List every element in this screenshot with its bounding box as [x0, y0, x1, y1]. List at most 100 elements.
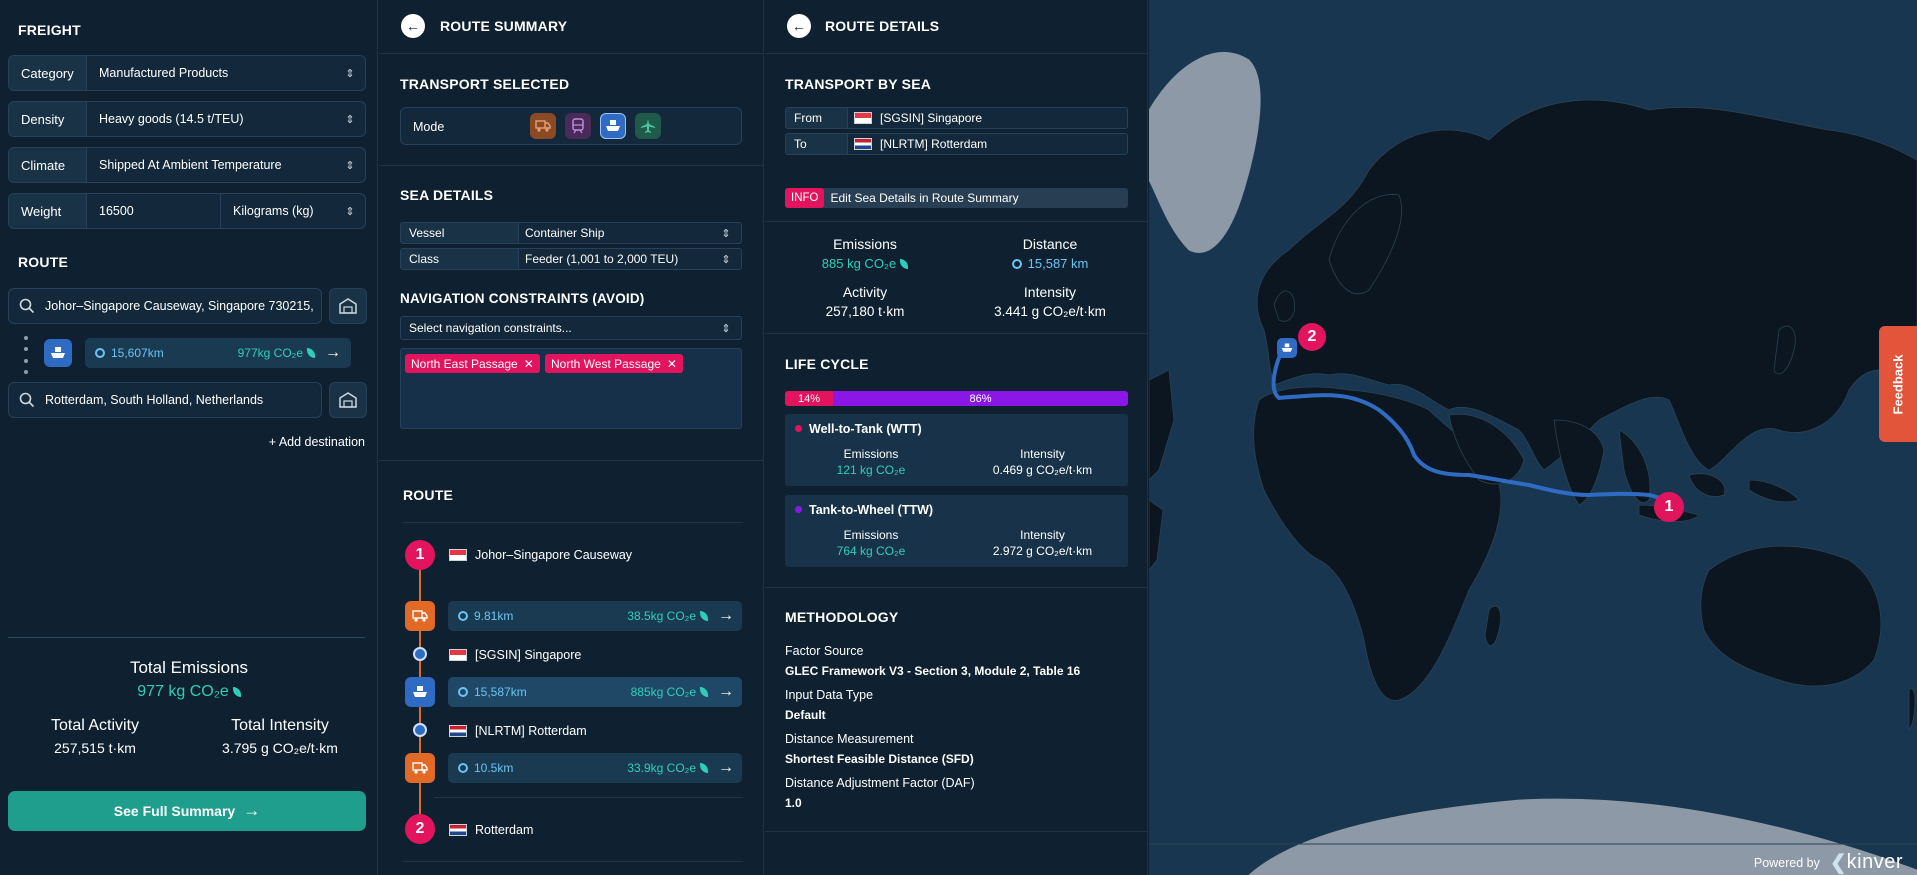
origin-input[interactable]: Johor–Singapore Causeway, Singapore 7302…	[8, 288, 322, 324]
from-label: From	[786, 108, 848, 128]
singapore-flag-icon	[449, 649, 467, 661]
add-destination-link[interactable]: + Add destination	[268, 435, 365, 449]
wtt-segment: 14%	[785, 391, 834, 406]
air-mode-button[interactable]	[635, 113, 661, 139]
ship-icon	[606, 120, 620, 131]
wtt-intensity-label: Intensity	[1020, 447, 1065, 461]
leaf-icon	[700, 687, 708, 697]
map-marker-2[interactable]: 2	[1298, 323, 1326, 351]
route-leg-truck-1[interactable]: 9.81km 38.5kg CO₂e →	[448, 601, 742, 631]
activity-label: Activity	[842, 284, 888, 300]
distance-icon	[1011, 259, 1022, 269]
mode-selector: Mode	[400, 107, 742, 145]
class-select[interactable]: Class Feeder (1,001 to 2,000 TEU) ⇕	[400, 248, 742, 270]
feedback-tab[interactable]: Feedback	[1879, 326, 1917, 442]
stop-singapore-port: [SGSIN] Singapore	[449, 648, 581, 662]
total-emissions-text: 977 kg CO₂e	[137, 683, 229, 700]
route-leg-sea[interactable]: 15,607km 977kg CO₂e →	[85, 338, 351, 368]
leaf-icon	[232, 687, 241, 697]
arrow-right-icon: →	[243, 801, 261, 820]
stop-sg-text: [SGSIN] Singapore	[475, 648, 582, 662]
wtt-emissions-value: 121 kg CO₂e	[836, 463, 906, 477]
ship-marker-icon[interactable]	[1277, 338, 1297, 358]
see-full-summary-button[interactable]: See Full Summary →	[8, 791, 366, 831]
rail-mode-button[interactable]	[565, 113, 591, 139]
freight-title: FREIGHT	[18, 22, 81, 38]
daf-label: Distance Adjustment Factor (DAF)	[785, 776, 975, 790]
navigation-constraints-select[interactable]: Select navigation constraints... ⇕	[400, 316, 742, 340]
climate-select[interactable]: Climate Shipped At Ambient Temperature ⇕	[8, 147, 366, 183]
route-map[interactable]: 2 1 Feedback Powered by ❮ kinver	[1148, 0, 1917, 875]
warehouse-icon	[339, 298, 357, 314]
waypoint-dot	[413, 723, 427, 737]
divider	[434, 797, 743, 798]
stop-origin-text: Johor–Singapore Causeway	[475, 548, 633, 562]
category-select[interactable]: Category Manufactured Products ⇕	[8, 55, 366, 91]
sea-mode-button[interactable]	[600, 113, 626, 139]
divider	[765, 831, 1147, 832]
destination-input[interactable]: Rotterdam, South Holland, Netherlands	[8, 382, 322, 418]
stop-destination-text: Rotterdam	[475, 823, 534, 837]
truck-mode-button[interactable]	[530, 113, 556, 139]
arrow-right-icon: →	[325, 344, 341, 361]
back-button[interactable]: ←	[787, 14, 811, 38]
constraint-tag-north-west[interactable]: North West Passage ✕	[545, 354, 683, 373]
wtt-emissions-label: Emissions	[843, 447, 899, 461]
route-leg-sea-summary[interactable]: 15,587km 885kg CO₂e →	[448, 677, 742, 707]
freight-panel: FREIGHT Category Manufactured Products ⇕…	[0, 0, 378, 875]
weight-input[interactable]: 16500	[87, 194, 221, 228]
total-intensity-value: 3.795 g CO₂e/t·km	[222, 740, 338, 756]
weight-row: Weight 16500 Kilograms (kg) ⇕	[8, 193, 366, 229]
vessel-value: Container Ship	[525, 226, 605, 240]
route-details-title: ROUTE DETAILS	[825, 18, 940, 34]
vessel-label: Vessel	[401, 223, 519, 243]
navigation-constraints-title: NAVIGATION CONSTRAINTS (AVOID)	[400, 291, 645, 306]
chevron-updown-icon: ⇕	[721, 253, 731, 266]
destination-text: Rotterdam, South Holland, Netherlands	[45, 393, 264, 407]
vessel-select[interactable]: Vessel Container Ship ⇕	[400, 222, 742, 244]
arrow-right-icon: →	[718, 683, 734, 700]
constraint-tag-north-east[interactable]: North East Passage ✕	[405, 354, 540, 373]
drag-handle-icon[interactable]	[24, 336, 28, 374]
emissions-value: 885 kg CO₂e	[775, 256, 955, 271]
mode-label: Mode	[413, 120, 445, 134]
factor-source-value: GLEC Framework V3 - Section 3, Module 2,…	[785, 664, 1081, 678]
close-icon[interactable]: ✕	[666, 356, 677, 371]
route-title: ROUTE	[18, 254, 68, 270]
navigation-placeholder: Select navigation constraints...	[409, 321, 572, 335]
wtt-card: Well-to-Tank (WTT) Emissions 121 kg CO₂e…	[785, 414, 1128, 486]
map-marker-1[interactable]: 1	[1654, 492, 1684, 522]
back-button[interactable]: ←	[401, 14, 425, 38]
transport-by-sea-title: TRANSPORT BY SEA	[785, 76, 932, 92]
wtt-dot	[795, 425, 802, 432]
distance-icon	[458, 611, 468, 621]
distance-measurement-value: Shortest Feasible Distance (SFD)	[785, 752, 974, 766]
to-value: [NLRTM] Rotterdam	[848, 134, 1127, 154]
route-summary-panel: ← ROUTE SUMMARY TRANSPORT SELECTED Mode …	[379, 0, 764, 875]
ttw-intensity-label: Intensity	[1020, 528, 1065, 542]
route-details-panel: ← ROUTE DETAILS TRANSPORT BY SEA From [S…	[765, 0, 1148, 875]
weight-unit-select[interactable]: Kilograms (kg)	[233, 204, 314, 218]
input-data-type-label: Input Data Type	[785, 688, 874, 702]
class-value: Feeder (1,001 to 2,000 TEU)	[525, 252, 679, 266]
powered-by: Powered by ❮ kinver	[1754, 850, 1903, 875]
leg-distance: 10.5km	[474, 761, 514, 775]
to-row: To [NLRTM] Rotterdam	[785, 133, 1128, 155]
summary-button-label: See Full Summary	[113, 803, 236, 819]
from-value: [SGSIN] Singapore	[848, 108, 1127, 128]
climate-label: Climate	[9, 148, 87, 182]
daf-value: 1.0	[785, 796, 802, 810]
route-leg-truck-2[interactable]: 10.5km 33.9kg CO₂e →	[448, 753, 742, 783]
arrow-right-icon: →	[718, 759, 734, 776]
origin-warehouse-button[interactable]	[329, 288, 367, 324]
density-label: Density	[9, 102, 87, 136]
leg-emissions: 885kg CO₂e	[630, 685, 696, 699]
leaf-icon	[307, 348, 315, 358]
world-map	[1148, 51, 1917, 875]
density-select[interactable]: Density Heavy goods (14.5 t/TEU) ⇕	[8, 101, 366, 137]
climate-value: Shipped At Ambient Temperature	[99, 158, 282, 172]
close-icon[interactable]: ✕	[523, 356, 534, 371]
leg-emissions: 33.9kg CO₂e	[627, 761, 696, 775]
destination-warehouse-button[interactable]	[329, 382, 367, 418]
